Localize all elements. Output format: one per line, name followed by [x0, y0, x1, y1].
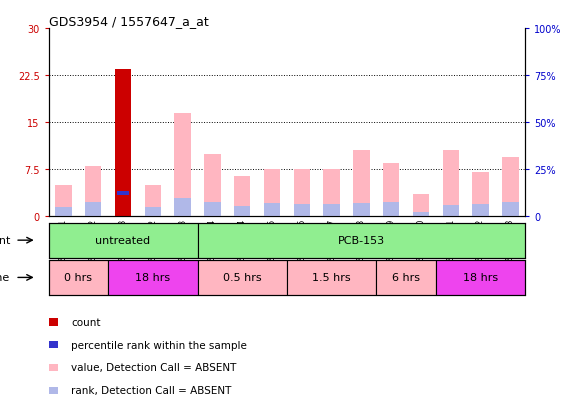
- Bar: [287, 260, 376, 295]
- Bar: [436, 260, 525, 295]
- Bar: [234, 176, 251, 217]
- Bar: [413, 212, 429, 217]
- Bar: [293, 204, 310, 217]
- Bar: [383, 203, 400, 217]
- Text: 0 hrs: 0 hrs: [65, 273, 93, 283]
- Bar: [323, 204, 340, 217]
- Bar: [293, 170, 310, 217]
- Text: agent: agent: [0, 235, 10, 246]
- Bar: [85, 167, 102, 217]
- Bar: [174, 199, 191, 217]
- Text: 18 hrs: 18 hrs: [135, 273, 170, 283]
- Bar: [85, 203, 102, 217]
- Bar: [49, 223, 198, 258]
- Bar: [376, 260, 436, 295]
- Text: 6 hrs: 6 hrs: [392, 273, 420, 283]
- Bar: [502, 157, 518, 217]
- Bar: [443, 206, 459, 217]
- Bar: [204, 154, 220, 217]
- Text: value, Detection Call = ABSENT: value, Detection Call = ABSENT: [71, 363, 237, 373]
- Bar: [353, 151, 369, 217]
- Bar: [353, 204, 369, 217]
- Text: PCB-153: PCB-153: [338, 235, 385, 246]
- Bar: [383, 164, 400, 217]
- Bar: [108, 260, 198, 295]
- Bar: [264, 204, 280, 217]
- Bar: [198, 260, 287, 295]
- Bar: [144, 185, 161, 217]
- Bar: [234, 206, 251, 217]
- Bar: [472, 173, 489, 217]
- Text: percentile rank within the sample: percentile rank within the sample: [71, 340, 247, 350]
- Text: 18 hrs: 18 hrs: [463, 273, 498, 283]
- Bar: [472, 204, 489, 217]
- Bar: [115, 70, 131, 217]
- Text: rank, Detection Call = ABSENT: rank, Detection Call = ABSENT: [71, 385, 232, 395]
- Bar: [174, 114, 191, 217]
- Text: time: time: [0, 273, 10, 283]
- Text: count: count: [71, 317, 101, 327]
- Bar: [502, 203, 518, 217]
- Text: 0.5 hrs: 0.5 hrs: [223, 273, 262, 283]
- Bar: [55, 185, 71, 217]
- Bar: [55, 207, 71, 217]
- Bar: [115, 193, 131, 217]
- Bar: [49, 260, 108, 295]
- Bar: [198, 223, 525, 258]
- Bar: [443, 151, 459, 217]
- Bar: [117, 191, 129, 195]
- Bar: [413, 195, 429, 217]
- Bar: [204, 203, 220, 217]
- Text: 1.5 hrs: 1.5 hrs: [312, 273, 351, 283]
- Bar: [144, 207, 161, 217]
- Bar: [323, 170, 340, 217]
- Text: GDS3954 / 1557647_a_at: GDS3954 / 1557647_a_at: [49, 15, 208, 28]
- Bar: [115, 70, 131, 217]
- Text: untreated: untreated: [95, 235, 151, 246]
- Bar: [264, 170, 280, 217]
